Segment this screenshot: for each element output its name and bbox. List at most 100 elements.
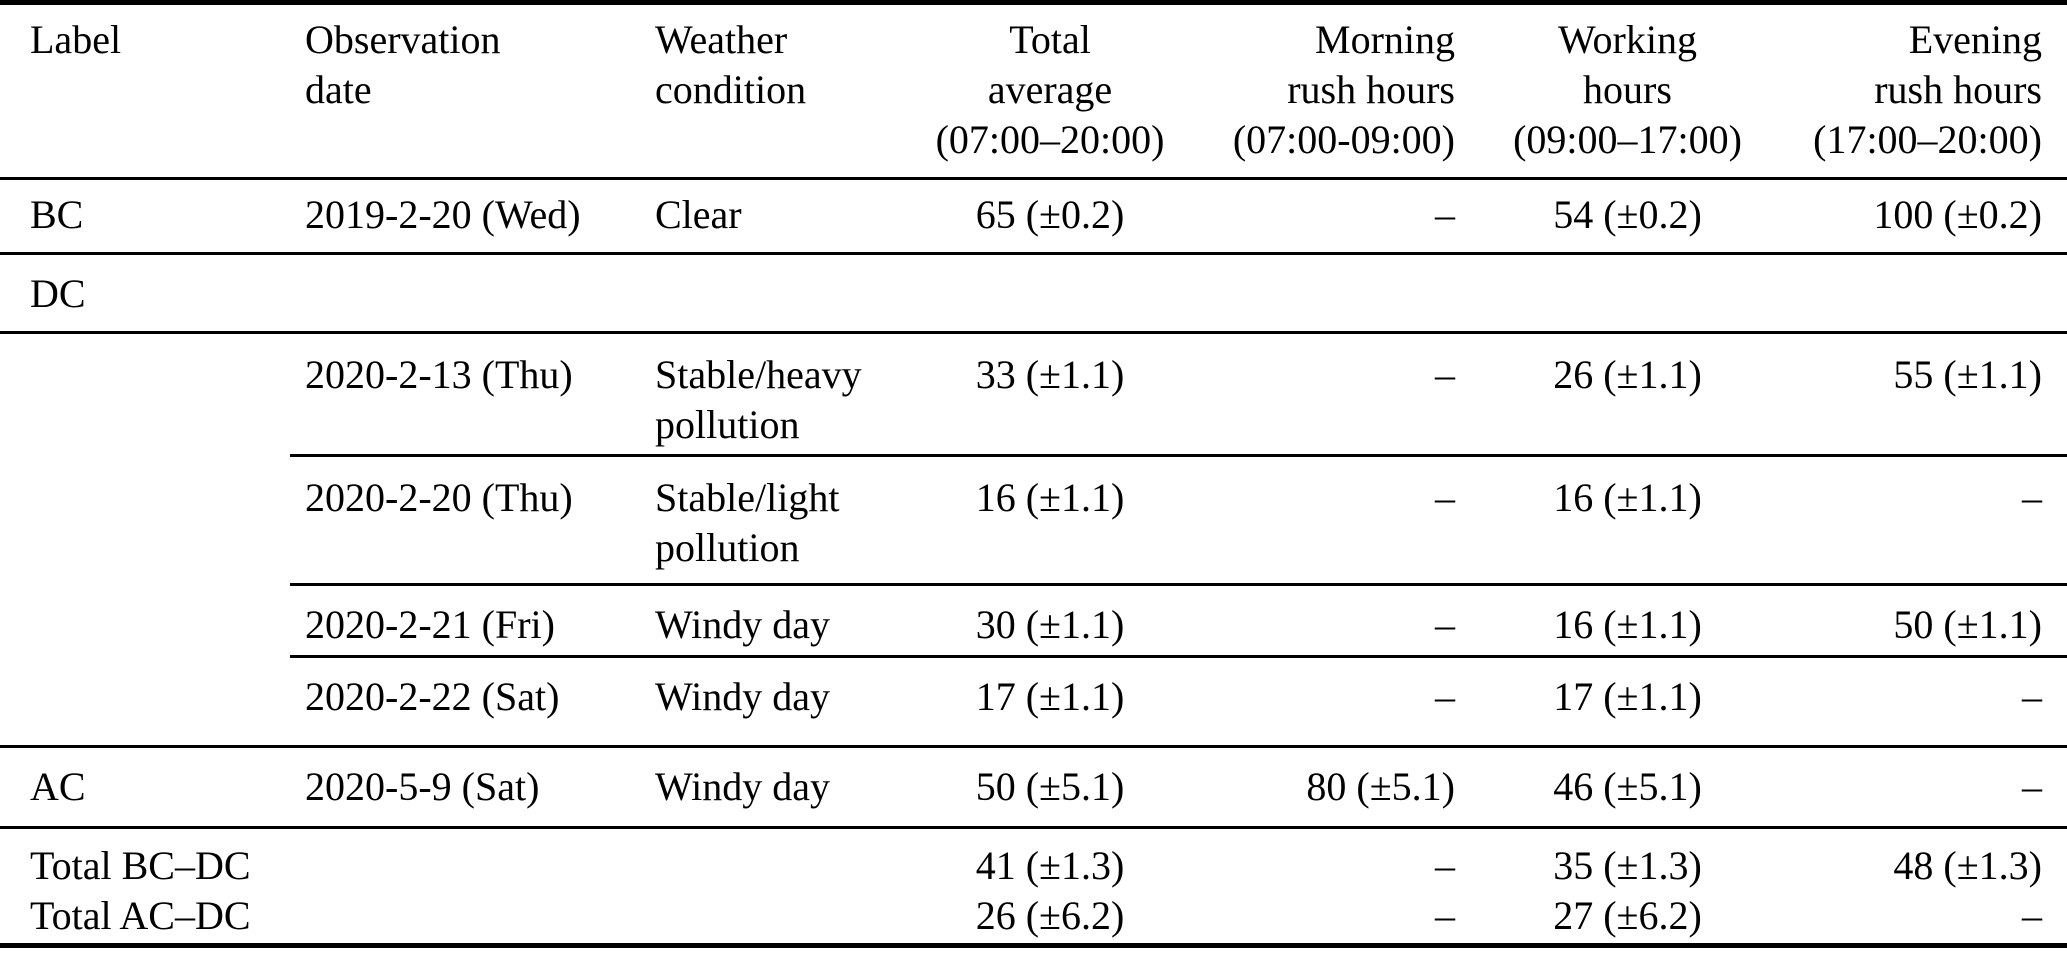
header-line: (09:00–17:00): [1513, 117, 1742, 162]
cell-observation-date: 2020-2-20 (Thu): [290, 454, 640, 585]
cell-observation-date: 2020-2-21 (Fri): [290, 583, 640, 657]
cell-working-hours: [1460, 252, 1795, 333]
header-observation-date: Observation date: [290, 2, 640, 180]
cell-evening-rush: 55 (±1.1): [1795, 331, 2067, 456]
cell-observation-date: 2020-5-9 (Sat): [290, 745, 640, 828]
cell-label: [0, 331, 290, 456]
cell-morning-rush: –: [1170, 454, 1460, 585]
cell-total-average: 30 (±1.1): [930, 583, 1170, 657]
cell-total-average: 16 (±1.1): [930, 454, 1170, 585]
header-line: Working: [1558, 17, 1697, 62]
cell-working-hours: 35 (±1.3) 27 (±6.2): [1460, 826, 1795, 946]
cell-evening-rush: –: [1795, 745, 2067, 828]
header-row: Label Observation date Weather condition…: [0, 2, 2067, 180]
total-line: 27 (±6.2): [1553, 893, 1702, 938]
cell-weather: Stable/heavy pollution: [640, 331, 930, 456]
cell-working-hours: 17 (±1.1): [1460, 655, 1795, 747]
header-line: Total: [1009, 17, 1091, 62]
header-line: (07:00-09:00): [1232, 117, 1455, 162]
cell-label: Total BC–DC Total AC–DC: [0, 826, 290, 946]
cell-working-hours: 26 (±1.1): [1460, 331, 1795, 456]
header-line: (07:00–20:00): [935, 117, 1165, 162]
header-line: rush hours: [1287, 67, 1455, 112]
cell-total-average: 65 (±0.2): [975, 192, 1125, 237]
cell-working-hours: 54 (±0.2): [1553, 192, 1702, 237]
table-row-ac: AC 2020-5-9 (Sat) Windy day 50 (±5.1) 80…: [0, 745, 2067, 828]
cell-weather: [640, 826, 930, 946]
cell-working-hours: 46 (±5.1): [1460, 745, 1795, 828]
header-weather-condition: Weather condition: [640, 2, 930, 180]
cell-morning-rush: –: [1170, 583, 1460, 657]
table-row-dc-sub: 2020-2-20 (Thu) Stable/light pollution 1…: [0, 454, 2067, 585]
cell-label: [0, 657, 290, 747]
table-row-bc: BC 2019-2-20 (Wed) Clear 65 (±0.2) – 54 …: [0, 179, 2067, 254]
header-line: hours: [1583, 67, 1672, 112]
cell-total-average: 33 (±1.1): [930, 331, 1170, 456]
cell-observation-date: 2019-2-20 (Wed): [305, 192, 581, 237]
header-working-hours: Working hours (09:00–17:00): [1460, 2, 1795, 180]
cell-evening-rush: 100 (±0.2): [1873, 192, 2042, 237]
header-evening-rush-hours: Evening rush hours (17:00–20:00): [1795, 2, 2067, 180]
cell-morning-rush: –: [1170, 331, 1460, 456]
cell-evening-rush: –: [1795, 655, 2067, 747]
table-row-dc: DC: [0, 252, 2067, 333]
header-total-average: Total average (07:00–20:00): [930, 2, 1170, 180]
cell-working-hours: 16 (±1.1): [1460, 583, 1795, 657]
cell-evening-rush: 48 (±1.3) –: [1795, 826, 2067, 946]
cell-evening-rush: [1795, 252, 2067, 333]
header-line: Weather: [655, 17, 788, 62]
cell-total-average: 41 (±1.3) 26 (±6.2): [930, 826, 1170, 946]
cell-total-average: 50 (±5.1): [930, 745, 1170, 828]
table-row-dc-sub: 2020-2-21 (Fri) Windy day 30 (±1.1) – 16…: [0, 583, 2067, 657]
cell-label: [0, 456, 290, 585]
header-line: rush hours: [1874, 67, 2042, 112]
cell-label: [0, 585, 290, 657]
header-line: Evening: [1908, 17, 2042, 62]
header-line: Observation: [305, 17, 501, 62]
total-line: –: [1435, 843, 1455, 888]
header-line: Morning: [1315, 17, 1455, 62]
cell-morning-rush: [1170, 252, 1460, 333]
cell-morning-rush: –: [1170, 655, 1460, 747]
cell-total-average: 17 (±1.1): [930, 655, 1170, 747]
cell-weather: Windy day: [640, 745, 930, 828]
cell-label: BC: [30, 192, 84, 237]
cell-label: DC: [0, 252, 290, 333]
total-line: 35 (±1.3): [1553, 843, 1702, 888]
table-row-dc-sub: 2020-2-13 (Thu) Stable/heavy pollution 3…: [0, 331, 2067, 456]
total-line: –: [1435, 893, 1455, 938]
cell-observation-date: 2020-2-22 (Sat): [290, 655, 640, 747]
cell-evening-rush: 50 (±1.1): [1795, 583, 2067, 657]
total-line: Total BC–DC: [30, 843, 251, 888]
table-row-dc-sub: 2020-2-22 (Sat) Windy day 17 (±1.1) – 17…: [0, 655, 2067, 747]
cell-label: AC: [0, 745, 290, 828]
total-line: 48 (±1.3): [1893, 843, 2042, 888]
header-line: condition: [655, 67, 807, 112]
header-morning-rush-hours: Morning rush hours (07:00-09:00): [1170, 2, 1460, 180]
total-line: Total AC–DC: [30, 893, 251, 938]
cell-total-average: [930, 252, 1170, 333]
header-line: Label: [30, 17, 122, 62]
cell-evening-rush: –: [1795, 454, 2067, 585]
cell-observation-date: [290, 826, 640, 946]
total-line: 41 (±1.3): [975, 843, 1125, 888]
cell-morning-rush: – –: [1170, 826, 1460, 946]
cell-morning-rush: 80 (±5.1): [1170, 745, 1460, 828]
cell-weather: Clear: [655, 192, 742, 237]
header-line: (17:00–20:00): [1813, 117, 2042, 162]
cell-morning-rush: –: [1435, 192, 1455, 237]
header-line: date: [305, 67, 372, 112]
cell-working-hours: 16 (±1.1): [1460, 454, 1795, 585]
table-row-totals: Total BC–DC Total AC–DC 41 (±1.3) 26 (±6…: [0, 826, 2067, 946]
header-label: Label: [0, 2, 290, 180]
total-line: 26 (±6.2): [975, 893, 1125, 938]
cell-weather: [640, 252, 930, 333]
cell-observation-date: [290, 252, 640, 333]
cell-weather: Windy day: [640, 655, 930, 747]
cell-weather: Windy day: [640, 583, 930, 657]
header-line: average: [987, 67, 1113, 112]
total-line: –: [2022, 893, 2042, 938]
cell-observation-date: 2020-2-13 (Thu): [290, 331, 640, 456]
